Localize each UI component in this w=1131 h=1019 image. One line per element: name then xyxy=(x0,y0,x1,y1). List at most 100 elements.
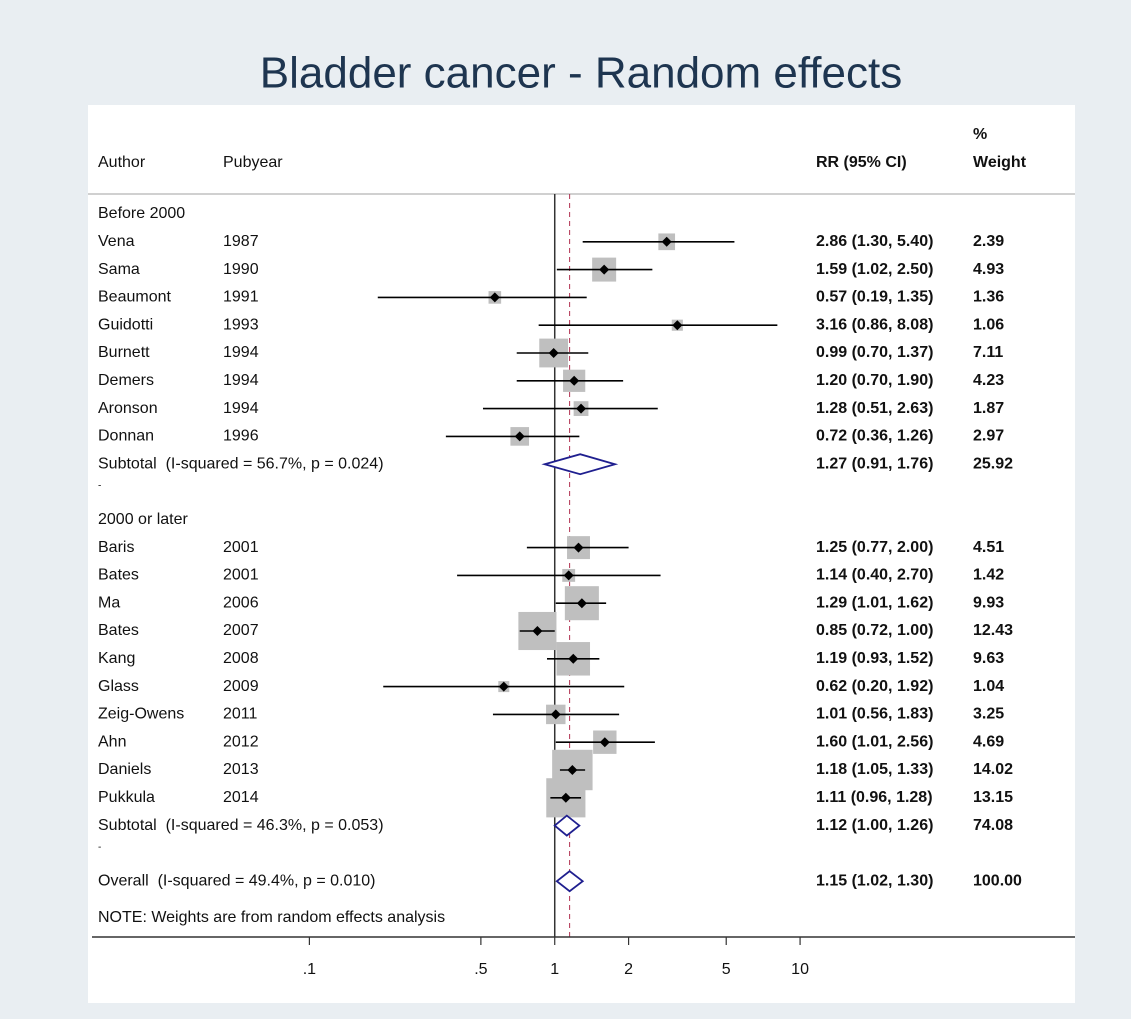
author: Bates xyxy=(98,622,139,639)
header-rr: RR (95% CI) xyxy=(816,154,907,171)
rr-label: 2.86 (1.30, 5.40) xyxy=(816,233,933,250)
rr-label: 0.57 (0.19, 1.35) xyxy=(816,289,933,306)
pubyear: 1994 xyxy=(223,372,259,389)
pooled-diamond xyxy=(541,453,619,476)
rr-label: 1.60 (1.01, 2.56) xyxy=(816,733,933,750)
pubyear: 2001 xyxy=(223,539,259,556)
pubyear: 2012 xyxy=(223,733,259,750)
rr-label: 1.11 (0.96, 1.28) xyxy=(816,789,933,806)
weight-label: 4.93 xyxy=(973,261,1004,278)
rr-label: 1.01 (0.56, 1.83) xyxy=(816,706,933,723)
pubyear: 2008 xyxy=(223,650,259,667)
pubyear: 2011 xyxy=(223,706,258,723)
point-estimate xyxy=(563,570,574,581)
rr-label: 1.28 (0.51, 2.63) xyxy=(816,400,933,417)
point-estimate xyxy=(599,737,610,748)
weight-label: 14.02 xyxy=(973,761,1013,778)
point-estimate xyxy=(560,792,571,803)
pubyear: 2009 xyxy=(223,678,259,695)
weight-label: 4.69 xyxy=(973,733,1004,750)
author: Daniels xyxy=(98,761,151,778)
pubyear: 2007 xyxy=(223,622,259,639)
point-estimate xyxy=(576,403,587,414)
weight-label: 13.15 xyxy=(973,789,1013,806)
x-tick-label: 10 xyxy=(791,961,809,978)
note: NOTE: Weights are from random effects an… xyxy=(98,909,445,926)
rr-label: 1.15 (1.02, 1.30) xyxy=(816,872,933,889)
author: Demers xyxy=(98,372,154,389)
pubyear: 1991 xyxy=(223,289,259,306)
weight-label: 9.93 xyxy=(973,594,1004,611)
x-tick-label: .5 xyxy=(474,961,487,978)
author: Burnett xyxy=(98,344,150,361)
author: Ahn xyxy=(98,733,126,750)
point-estimate xyxy=(532,626,543,636)
rr-label: 1.14 (0.40, 2.70) xyxy=(816,567,933,584)
point-estimate xyxy=(573,542,584,553)
weight-label: 9.63 xyxy=(973,650,1004,667)
header-weight: Weight xyxy=(973,154,1027,171)
pubyear: 1994 xyxy=(223,400,259,417)
weight-label: 4.23 xyxy=(973,372,1004,389)
author: Bates xyxy=(98,567,139,584)
author: Zeig-Owens xyxy=(98,706,184,723)
point-estimate xyxy=(599,264,610,275)
weight-label: 4.51 xyxy=(973,539,1004,556)
header-pubyear: Pubyear xyxy=(223,154,283,171)
x-tick-label: .1 xyxy=(303,961,316,978)
weight-label: 1.04 xyxy=(973,678,1004,695)
point-estimate xyxy=(550,709,561,720)
weight-label: 1.06 xyxy=(973,316,1004,333)
group-label: Before 2000 xyxy=(98,205,185,222)
rr-label: 1.12 (1.00, 1.26) xyxy=(816,817,933,834)
subtotal-label: Subtotal (I-squared = 46.3%, p = 0.053) xyxy=(98,817,384,834)
weight-label: 2.39 xyxy=(973,233,1004,250)
rr-label: 1.19 (0.93, 1.52) xyxy=(816,650,933,667)
author: Ma xyxy=(98,594,120,611)
weight-label: 12.43 xyxy=(973,622,1013,639)
rr-label: 0.62 (0.20, 1.92) xyxy=(816,678,933,695)
rr-label: 1.29 (1.01, 1.62) xyxy=(816,594,933,611)
author: Baris xyxy=(98,539,134,556)
pubyear: 2013 xyxy=(223,761,259,778)
point-estimate xyxy=(672,320,683,331)
weight-label: 1.87 xyxy=(973,400,1004,417)
author: Kang xyxy=(98,650,135,667)
author: Glass xyxy=(98,678,139,695)
rr-label: 1.27 (0.91, 1.76) xyxy=(816,455,933,472)
point-estimate xyxy=(498,681,509,692)
weight-label: 1.42 xyxy=(973,567,1004,584)
rr-label: 3.16 (0.86, 8.08) xyxy=(816,316,933,333)
pubyear: 1994 xyxy=(223,344,259,361)
pubyear: 2001 xyxy=(223,567,259,584)
overall-label: Overall (I-squared = 49.4%, p = 0.010) xyxy=(98,872,375,889)
header-author: Author xyxy=(98,154,146,171)
point-estimate xyxy=(514,431,525,442)
point-estimate xyxy=(567,765,578,775)
pubyear: 1993 xyxy=(223,316,259,333)
pubyear: 1987 xyxy=(223,233,259,250)
rr-label: 1.25 (0.77, 2.00) xyxy=(816,539,933,556)
point-estimate xyxy=(548,348,559,358)
author: Pukkula xyxy=(98,789,155,806)
pubyear: 1990 xyxy=(223,261,259,278)
point-estimate xyxy=(661,236,672,247)
group-label: 2000 or later xyxy=(98,511,189,528)
author: Aronson xyxy=(98,400,158,417)
point-estimate xyxy=(576,598,587,609)
chart-title: Bladder cancer - Random effects xyxy=(260,49,902,98)
author: Guidotti xyxy=(98,316,153,333)
subtotal-label: Subtotal (I-squared = 56.7%, p = 0.024) xyxy=(98,455,384,472)
weight-label: 25.92 xyxy=(973,455,1013,472)
weight-label: 1.36 xyxy=(973,289,1004,306)
point-estimate xyxy=(489,292,500,303)
weight-label: 7.11 xyxy=(973,344,1003,361)
pubyear: 2014 xyxy=(223,789,259,806)
rr-label: 0.72 (0.36, 1.26) xyxy=(816,428,933,445)
x-tick-label: 2 xyxy=(624,961,633,978)
rr-label: 0.99 (0.70, 1.37) xyxy=(816,344,933,361)
spacer: - xyxy=(98,842,101,853)
weight-label: 3.25 xyxy=(973,706,1004,723)
